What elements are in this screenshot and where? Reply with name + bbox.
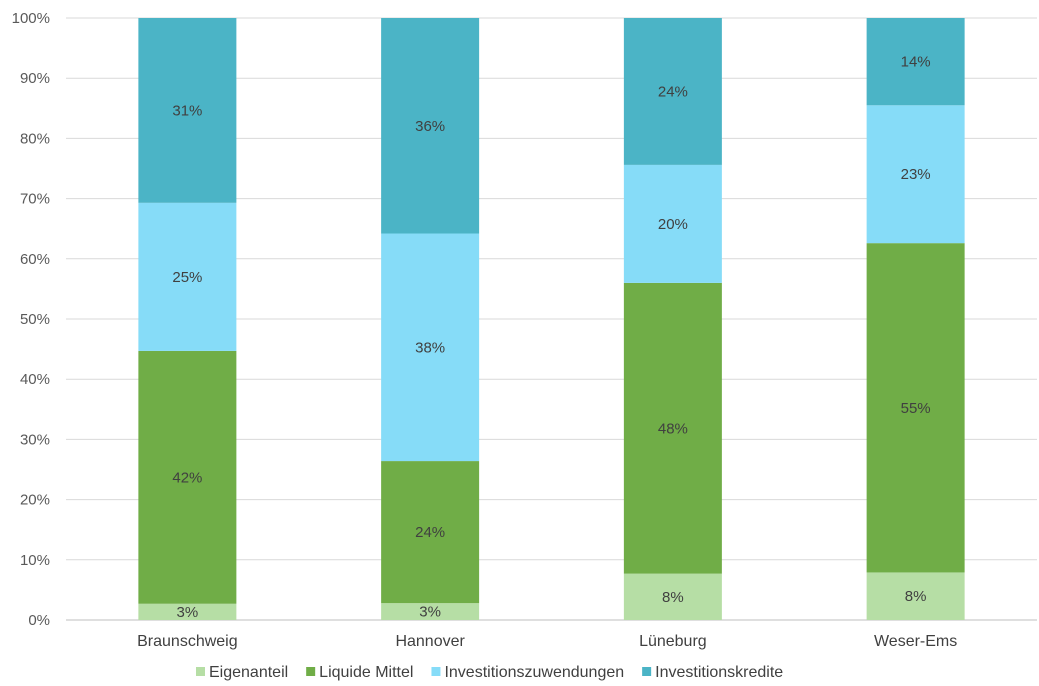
y-tick-label: 70% xyxy=(20,191,50,208)
data-label: 20% xyxy=(658,216,688,233)
data-label: 24% xyxy=(658,83,688,100)
data-label: 42% xyxy=(172,469,202,486)
legend-item: Eigenanteil xyxy=(196,664,288,681)
legend-label: Investitionszuwendungen xyxy=(444,664,624,681)
bar-segment xyxy=(866,18,965,106)
data-label: 55% xyxy=(901,400,931,417)
data-label: 3% xyxy=(419,604,441,621)
x-category-label: Lüneburg xyxy=(639,633,707,650)
x-category-label: Hannover xyxy=(395,633,465,650)
legend-item: Investitionszuwendungen xyxy=(431,664,624,681)
bar-segment xyxy=(866,572,965,620)
bar-segment xyxy=(138,202,237,351)
data-labels: 3% 42% 25% 31% 3% 24% 38% 36% 8% 48% 20% 24% 8% 55% 23… xyxy=(172,54,930,621)
data-label: 24% xyxy=(415,524,445,541)
y-tick-label: 0% xyxy=(28,612,50,629)
bar-segment xyxy=(138,350,237,604)
data-label: 25% xyxy=(172,269,202,286)
y-tick-label: 20% xyxy=(20,492,50,509)
bar-segment xyxy=(381,603,480,620)
y-tick-label: 10% xyxy=(20,552,50,569)
x-category-label: Weser-Ems xyxy=(874,633,957,650)
legend-swatch xyxy=(306,667,316,676)
data-label: 38% xyxy=(415,339,445,356)
data-label: 36% xyxy=(415,118,445,135)
bar-segment xyxy=(381,461,480,604)
x-axis-categories: Braunschweig Hannover Lüneburg Weser-Ems xyxy=(137,633,957,650)
y-tick-label: 100% xyxy=(12,10,50,27)
bar-segment xyxy=(381,18,480,234)
legend-swatch xyxy=(196,667,205,676)
data-label: 3% xyxy=(177,604,199,621)
x-category-label: Braunschweig xyxy=(137,633,238,650)
legend-swatch xyxy=(431,667,441,676)
y-tick-label: 30% xyxy=(20,431,50,448)
bar-segment xyxy=(866,105,965,244)
legend: Eigenanteil Liquide Mittel Investitionszuw… xyxy=(196,664,783,681)
legend-swatch xyxy=(642,667,652,676)
bar-segment xyxy=(138,18,237,203)
data-label: 8% xyxy=(905,588,927,605)
bar-segment xyxy=(623,18,722,165)
data-label: 8% xyxy=(662,589,684,606)
data-label: 48% xyxy=(658,420,688,437)
y-tick-label: 90% xyxy=(20,70,50,87)
legend-item: Investitionskredite xyxy=(642,664,783,681)
bar-segment xyxy=(623,282,722,574)
y-tick-label: 60% xyxy=(20,251,50,268)
legend-label: Investitionskredite xyxy=(655,664,783,681)
y-tick-label: 50% xyxy=(20,311,50,328)
data-label: 14% xyxy=(901,54,931,71)
bar-segment xyxy=(138,603,237,620)
bar-segment xyxy=(623,573,722,620)
legend-item: Liquide Mittel xyxy=(306,664,413,681)
y-axis-ticks: 0% 10% 20% 30% 40% 50% 60% 70% 80% 90% 100% xyxy=(12,10,50,629)
bar-segment xyxy=(866,243,965,573)
y-tick-label: 40% xyxy=(20,371,50,388)
data-label: 23% xyxy=(901,166,931,183)
bar-segment xyxy=(623,164,722,283)
legend-label: Liquide Mittel xyxy=(319,664,413,681)
data-label: 31% xyxy=(172,102,202,119)
bar-segment xyxy=(381,233,480,462)
bars xyxy=(138,18,965,620)
legend-label: Eigenanteil xyxy=(209,664,288,681)
y-tick-label: 80% xyxy=(20,130,50,147)
